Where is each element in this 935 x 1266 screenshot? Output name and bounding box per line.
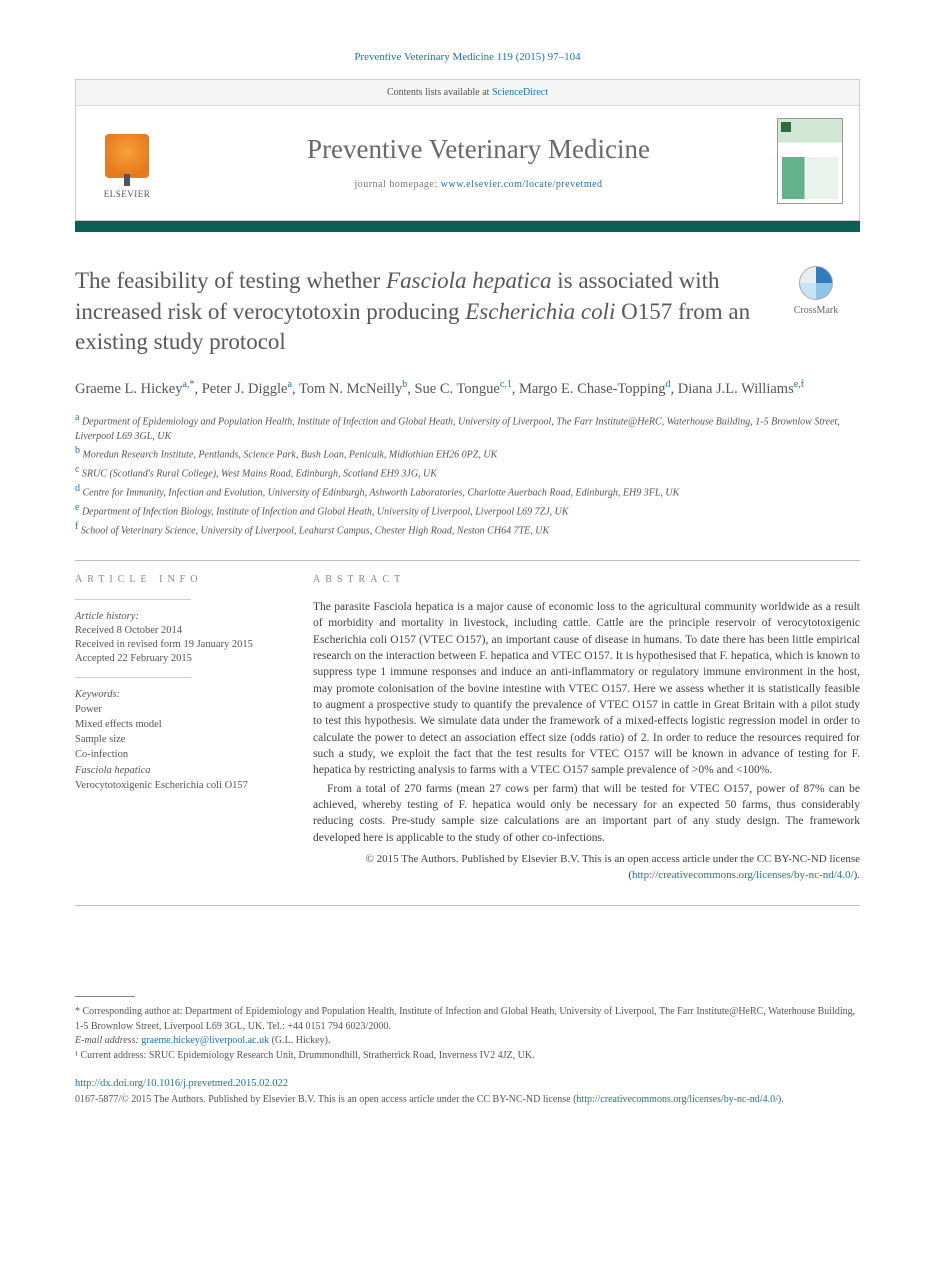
crossmark-widget[interactable]: CrossMark: [772, 266, 860, 318]
keyword: Fasciola hepatica: [75, 763, 285, 778]
affiliation: c SRUC (Scotland's Rural College), West …: [75, 463, 860, 482]
crossmark-label: CrossMark: [794, 304, 838, 318]
keyword: Sample size: [75, 732, 285, 747]
current-address-note: ¹ Current address: SRUC Epidemiology Res…: [75, 1049, 860, 1064]
crossmark-icon: [799, 266, 833, 300]
journal-homepage-link[interactable]: www.elsevier.com/locate/prevetmed: [441, 179, 603, 190]
abstract-column: ABSTRACT The parasite Fasciola hepatica …: [313, 573, 860, 883]
section-divider: [75, 905, 860, 906]
affiliation: a Department of Epidemiology and Populat…: [75, 411, 860, 444]
author: Margo E. Chase-Toppingd: [519, 381, 671, 397]
author: Diana J.L. Williamse,f: [678, 381, 804, 397]
keyword: Mixed effects model: [75, 717, 285, 732]
keywords-label: Keywords:: [75, 688, 285, 702]
contents-label: Contents lists available at: [387, 87, 492, 98]
footnote-rule: [75, 996, 135, 997]
affiliation: e Department of Infection Biology, Insti…: [75, 501, 860, 520]
footnotes: * Corresponding author at: Department of…: [75, 996, 860, 1063]
journal-name: Preventive Veterinary Medicine: [180, 131, 777, 167]
history-item: Received 8 October 2014: [75, 624, 285, 638]
journal-banner: Contents lists available at ScienceDirec…: [75, 79, 860, 222]
doi-link[interactable]: http://dx.doi.org/10.1016/j.prevetmed.20…: [75, 1078, 288, 1089]
elsevier-logo-text: ELSEVIER: [104, 188, 151, 200]
article-title: The feasibility of testing whether Fasci…: [75, 266, 752, 357]
affiliation: f School of Veterinary Science, Universi…: [75, 520, 860, 539]
author: Graeme L. Hickeya,*: [75, 381, 194, 397]
keyword: Co-infection: [75, 747, 285, 762]
authors-list: Graeme L. Hickeya,*, Peter J. Digglea, T…: [75, 377, 860, 401]
abstract-copyright: © 2015 The Authors. Published by Elsevie…: [313, 852, 860, 883]
article-history-label: Article history:: [75, 610, 285, 624]
elsevier-logo: ELSEVIER: [92, 122, 162, 200]
article-info-column: ARTICLE INFO Article history: Received 8…: [75, 573, 285, 883]
section-divider: [75, 560, 860, 561]
affiliation: b Moredun Research Institute, Pentlands,…: [75, 444, 860, 463]
journal-homepage-line: journal homepage: www.elsevier.com/locat…: [180, 178, 777, 192]
license-link[interactable]: http://creativecommons.org/licenses/by-n…: [576, 1094, 777, 1105]
abstract-paragraph: From a total of 270 farms (mean 27 cows …: [313, 781, 860, 846]
sciencedirect-link[interactable]: ScienceDirect: [492, 87, 548, 98]
keyword: Power: [75, 702, 285, 717]
history-item: Accepted 22 February 2015: [75, 652, 285, 666]
abstract-paragraph: The parasite Fasciola hepatica is a majo…: [313, 599, 860, 779]
email-link[interactable]: graeme.hickey@liverpool.ac.uk: [141, 1035, 269, 1046]
abstract-heading: ABSTRACT: [313, 573, 860, 587]
banner-contents-line: Contents lists available at ScienceDirec…: [76, 80, 859, 107]
homepage-label: journal homepage:: [354, 179, 440, 190]
email-line: E-mail address: graeme.hickey@liverpool.…: [75, 1034, 860, 1049]
doi-line: http://dx.doi.org/10.1016/j.prevetmed.20…: [75, 1077, 860, 1091]
author: Tom N. McNeillyb: [299, 381, 407, 397]
history-item: Received in revised form 19 January 2015: [75, 638, 285, 652]
author: Sue C. Tonguec,1: [414, 381, 511, 397]
license-link[interactable]: http://creativecommons.org/licenses/by-n…: [632, 869, 854, 881]
elsevier-tree-icon: [105, 134, 149, 178]
page-header-citation: Preventive Veterinary Medicine 119 (2015…: [75, 50, 860, 65]
journal-cover-thumbnail: [777, 118, 843, 204]
bottom-copyright: 0167-5877/© 2015 The Authors. Published …: [75, 1093, 860, 1107]
affiliations: a Department of Epidemiology and Populat…: [75, 411, 860, 538]
affiliation: d Centre for Immunity, Infection and Evo…: [75, 482, 860, 501]
accent-bar: [75, 220, 860, 232]
article-info-heading: ARTICLE INFO: [75, 573, 285, 587]
corresponding-author-note: * Corresponding author at: Department of…: [75, 1005, 860, 1034]
author: Peter J. Digglea: [202, 381, 292, 397]
keyword: Verocytotoxigenic Escherichia coli O157: [75, 778, 285, 793]
